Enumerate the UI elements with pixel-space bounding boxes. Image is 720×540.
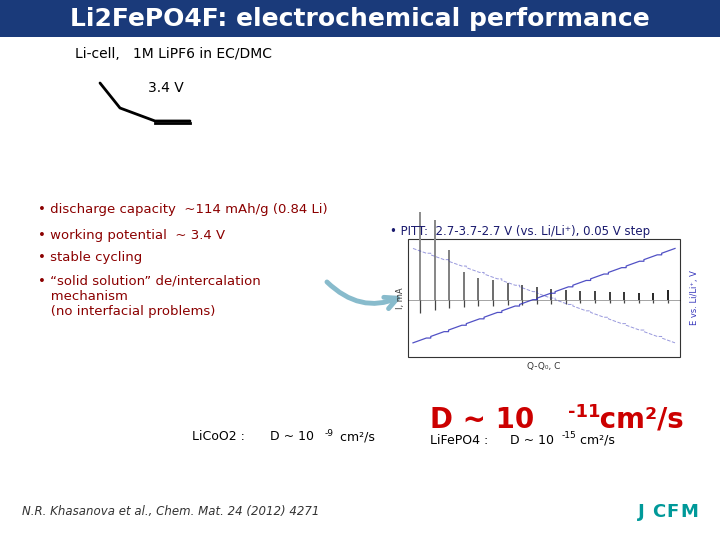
Text: • “solid solution” de/intercalation: • “solid solution” de/intercalation <box>38 274 261 287</box>
Text: • discharge capacity  ~114 mAh/g (0.84 Li): • discharge capacity ~114 mAh/g (0.84 Li… <box>38 204 328 217</box>
Text: mechanism: mechanism <box>38 289 128 302</box>
Text: cm²/s: cm²/s <box>576 434 615 447</box>
Text: N.R. Khasanova et al., Chem. Mat. 24 (2012) 4271: N.R. Khasanova et al., Chem. Mat. 24 (20… <box>22 505 320 518</box>
Text: M: M <box>680 503 698 521</box>
Text: D ~ 10: D ~ 10 <box>430 406 534 434</box>
Text: (no interfacial problems): (no interfacial problems) <box>38 305 215 318</box>
Text: • PITT:  2.7-3.7-2.7 V (vs. Li/Li⁺), 0.05 V step: • PITT: 2.7-3.7-2.7 V (vs. Li/Li⁺), 0.05… <box>390 226 650 239</box>
Text: D ~ 10: D ~ 10 <box>270 430 314 443</box>
FancyArrowPatch shape <box>327 282 397 308</box>
Text: LiFePO4 :: LiFePO4 : <box>430 434 488 447</box>
Text: E vs. Li/Li⁺, V: E vs. Li/Li⁺, V <box>690 271 698 326</box>
Text: cm²/s: cm²/s <box>336 430 375 443</box>
Text: Li-cell,   1M LiPF6 in EC/DMC: Li-cell, 1M LiPF6 in EC/DMC <box>75 47 272 61</box>
Text: -15: -15 <box>562 431 577 441</box>
Text: • stable cycling: • stable cycling <box>38 252 143 265</box>
Bar <box>0 0 720 37</box>
Text: C: C <box>652 503 665 521</box>
Text: F: F <box>666 503 678 521</box>
Text: Li2FePO4F: electrochemical performance: Li2FePO4F: electrochemical performance <box>70 7 650 31</box>
Text: 3.4 V: 3.4 V <box>148 81 184 95</box>
Bar <box>408 239 680 357</box>
Text: cm²/s: cm²/s <box>590 406 684 434</box>
Text: Q-Q₀, C: Q-Q₀, C <box>527 361 561 370</box>
Text: -9: -9 <box>325 429 334 437</box>
Text: • working potential  ~ 3.4 V: • working potential ~ 3.4 V <box>38 228 225 241</box>
Text: I, mA: I, mA <box>397 287 405 309</box>
Text: LiCoO2 :: LiCoO2 : <box>192 430 245 443</box>
Text: J: J <box>638 503 644 521</box>
Text: D ~ 10: D ~ 10 <box>510 434 554 447</box>
Text: -11: -11 <box>568 403 600 421</box>
